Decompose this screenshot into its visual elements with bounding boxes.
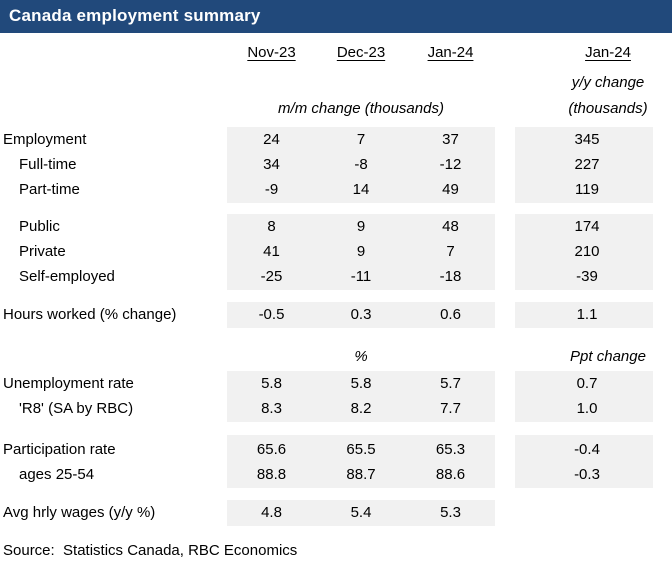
value-jan: 5.3 <box>440 504 461 521</box>
value-jan: 7.7 <box>440 400 461 417</box>
value-nov: -25 <box>260 268 283 285</box>
value-dec: 5.4 <box>350 504 372 521</box>
shaded-band-yy-participation <box>515 435 653 488</box>
value-nov: 5.8 <box>261 375 282 392</box>
value-yy: 1.1 <box>576 306 598 323</box>
value-yy: -39 <box>576 268 598 285</box>
value-nov: 24 <box>263 131 280 148</box>
row-part-time: Part-time -9 14 49 119 <box>0 177 672 202</box>
value-yy: 227 <box>574 156 600 173</box>
col-header-nov23: Nov-23 <box>247 44 296 61</box>
value-dec: 8.2 <box>350 400 372 417</box>
row-label: Employment <box>3 131 87 148</box>
value-nov: -0.5 <box>258 306 285 323</box>
pct-units-row: % Ppt change <box>0 344 672 369</box>
col-header-dec23: Dec-23 <box>336 44 386 61</box>
value-jan: 5.7 <box>440 375 461 392</box>
shaded-band-mm-unemployment <box>227 371 495 422</box>
value-dec: 14 <box>352 181 370 198</box>
value-yy: -0.4 <box>574 441 600 458</box>
value-nov: 8 <box>267 218 276 235</box>
value-nov: 41 <box>263 243 280 260</box>
value-jan: 7 <box>446 243 455 260</box>
shaded-band-mm-employment <box>227 127 495 203</box>
value-dec: 88.7 <box>346 466 376 483</box>
value-dec: 9 <box>356 243 366 260</box>
row-avg-hrly-wages: Avg hrly wages (y/y %) 4.8 5.4 5.3 <box>0 500 672 525</box>
value-jan: -12 <box>439 156 462 173</box>
row-private: Private 41 9 7 210 <box>0 239 672 264</box>
value-dec: -11 <box>350 268 372 285</box>
shaded-band-mm-wages <box>227 500 495 526</box>
row-employment: Employment 24 7 37 345 <box>0 127 672 152</box>
value-dec: 65.5 <box>346 441 376 458</box>
shaded-band-yy-sector <box>515 214 653 290</box>
row-self-employed: Self-employed -25 -11 -18 -39 <box>0 264 672 289</box>
mm-unit-label: m/m change (thousands) <box>278 100 444 117</box>
value-yy: -0.3 <box>574 466 600 483</box>
row-label: Private <box>19 243 66 260</box>
shaded-band-mm-sector <box>227 214 495 290</box>
row-label: Avg hrly wages (y/y %) <box>3 504 156 521</box>
shaded-band-mm-hours <box>227 302 495 328</box>
table-title: Canada employment summary <box>0 0 672 33</box>
row-label: Public <box>19 218 60 235</box>
row-label: 'R8' (SA by RBC) <box>19 400 134 417</box>
value-nov: -9 <box>264 181 279 198</box>
value-dec: 9 <box>356 218 366 235</box>
shaded-band-yy-unemployment <box>515 371 653 422</box>
row-hours-worked: Hours worked (% change) -0.5 0.3 0.6 1.1 <box>0 302 672 327</box>
row-unemployment-rate: Unemployment rate 5.8 5.8 5.7 0.7 <box>0 371 672 396</box>
yy-change-label: y/y change <box>571 74 645 91</box>
yy-change-header-row: y/y change <box>0 70 672 95</box>
value-jan: -18 <box>439 268 462 285</box>
value-jan: 37 <box>442 131 459 148</box>
row-label: Full-time <box>19 156 77 173</box>
value-jan: 49 <box>442 181 459 198</box>
value-yy: 119 <box>575 181 599 198</box>
value-nov: 4.8 <box>261 504 282 521</box>
col-header-jan24: Jan-24 <box>427 44 474 61</box>
col-header-jan24-yy: Jan-24 <box>585 44 631 61</box>
value-nov: 8.3 <box>261 400 282 417</box>
row-public: Public 8 9 48 174 <box>0 214 672 239</box>
row-full-time: Full-time 34 -8 -12 227 <box>0 152 672 177</box>
shaded-band-yy-hours <box>515 302 653 328</box>
value-yy: 0.7 <box>576 375 598 392</box>
row-label: Self-employed <box>19 268 115 285</box>
source-row: Source: Statistics Canada, RBC Economics <box>0 538 672 563</box>
units-header-row: m/m change (thousands) (thousands) <box>0 96 672 121</box>
row-label: ages 25-54 <box>19 466 95 483</box>
value-nov: 34 <box>263 156 280 173</box>
yy-unit-label: (thousands) <box>568 100 648 117</box>
value-jan: 88.6 <box>435 466 466 483</box>
row-label: Participation rate <box>3 441 116 458</box>
row-ages-25-54: ages 25-54 88.8 88.7 88.6 -0.3 <box>0 462 672 487</box>
value-dec: -8 <box>354 156 368 173</box>
row-label: Unemployment rate <box>3 375 134 392</box>
value-dec: 7 <box>356 131 366 148</box>
value-dec: 5.8 <box>350 375 372 392</box>
value-yy: 210 <box>574 243 600 260</box>
value-jan: 48 <box>442 218 459 235</box>
value-jan: 0.6 <box>440 306 461 323</box>
value-yy: 1.0 <box>576 400 598 417</box>
value-yy: 345 <box>574 131 600 148</box>
row-participation-rate: Participation rate 65.6 65.5 65.3 -0.4 <box>0 437 672 462</box>
row-label: Hours worked (% change) <box>3 306 177 323</box>
source-text: Source: Statistics Canada, RBC Economics <box>3 542 298 559</box>
value-nov: 88.8 <box>256 466 287 483</box>
value-yy: 174 <box>574 218 600 235</box>
value-dec: 0.3 <box>350 306 372 323</box>
ppt-unit-label: Ppt change <box>570 348 646 365</box>
value-jan: 65.3 <box>435 441 466 458</box>
pct-unit-label: % <box>354 348 368 365</box>
column-header-row: Nov-23 Dec-23 Jan-24 Jan-24 <box>0 40 672 65</box>
row-label: Part-time <box>19 181 80 198</box>
shaded-band-mm-participation <box>227 435 495 488</box>
shaded-band-yy-employment <box>515 127 653 203</box>
value-nov: 65.6 <box>256 441 287 458</box>
row-r8-rate: 'R8' (SA by RBC) 8.3 8.2 7.7 1.0 <box>0 396 672 421</box>
